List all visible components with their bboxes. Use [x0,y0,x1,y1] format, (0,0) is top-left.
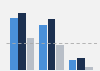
Bar [85,67,93,70]
Bar [77,59,85,70]
Bar [56,45,64,70]
Bar [69,60,76,70]
Bar [27,38,34,70]
Bar [48,19,55,70]
Bar [18,13,26,70]
Bar [40,25,47,70]
Bar [10,18,18,70]
